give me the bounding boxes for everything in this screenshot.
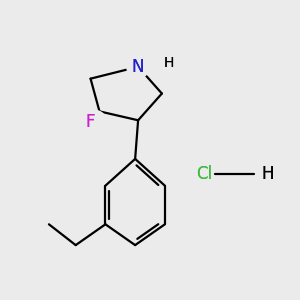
Text: Cl: Cl — [196, 165, 212, 183]
Text: N: N — [132, 58, 144, 76]
Text: F: F — [85, 113, 95, 131]
Text: H: H — [164, 56, 174, 70]
Text: H: H — [164, 56, 174, 70]
Text: H: H — [262, 165, 274, 183]
Text: H: H — [262, 165, 274, 183]
Text: Cl: Cl — [196, 165, 212, 183]
Circle shape — [84, 110, 106, 133]
Text: F: F — [85, 113, 95, 131]
Circle shape — [127, 56, 149, 78]
Text: N: N — [132, 58, 144, 76]
